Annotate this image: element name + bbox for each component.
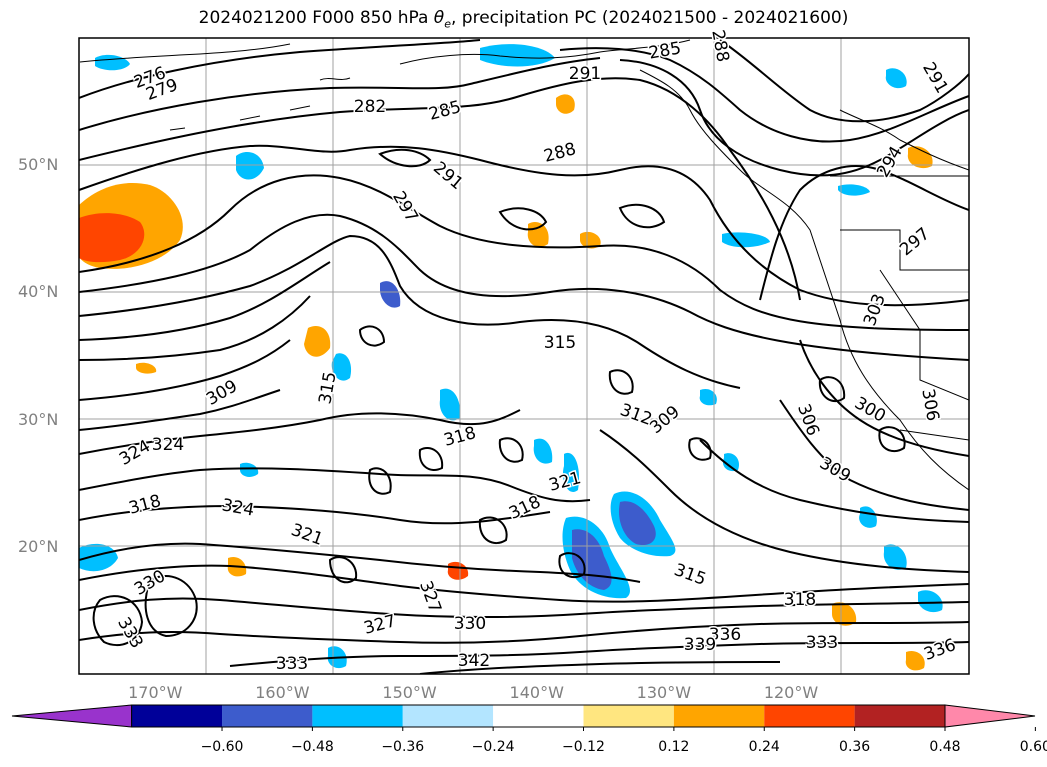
colorbar-swatch [583,705,674,727]
colorbar-tick-label: −0.60 [200,739,244,755]
title-prefix: 2024021200 F000 850 hPa [198,8,434,28]
contour-label: 339 [684,635,716,655]
longitude-label: 120°W [763,683,819,702]
colorbar-swatch [673,705,765,727]
longitude-label: 130°W [636,683,692,702]
contour-label: 342 [458,651,490,671]
longitude-label: 140°W [509,683,564,702]
colorbar-swatch [222,705,313,727]
contour-label: 333 [276,654,308,674]
contour-label: 318 [784,590,816,610]
map-layers [79,38,969,674]
contour-label: 330 [454,614,486,634]
theta-symbol: θ [433,8,445,28]
colorbar-outline [131,704,946,728]
colorbar-tick-label: 0.12 [658,739,690,755]
colorbar-tick-label: −0.12 [562,739,605,755]
colorbar-swatch [312,705,403,727]
map-background [79,38,969,674]
colorbar-tick-label: 0.24 [748,739,780,755]
longitude-label: 150°W [382,683,437,702]
title-suffix: , precipitation PC (2024021500 - 2024021… [450,8,849,28]
coastlines [79,39,969,491]
map-frame [78,37,970,675]
longitude-label: 160°W [255,683,310,702]
colorbar-tick-label: 0.48 [929,739,961,755]
map-title: 2024021200 F000 850 hPa θe, precipitatio… [0,8,1047,30]
colorbar-tick-label: 0.36 [839,739,871,755]
colorbar-swatch [402,705,494,727]
theta-subscript: e [444,17,451,31]
contour-label: 333 [806,633,838,653]
colorbar [11,704,1036,731]
latitude-label: 40°N [18,282,59,302]
colorbar-swatch [493,705,584,727]
colorbar-tick-label: −0.24 [471,739,515,755]
colorbar-swatch [854,705,945,727]
contour-label: 324 [152,435,184,455]
longitude-label: 170°W [128,683,183,702]
colorbar-extend-high [944,704,1036,728]
theta-e-contours [79,39,969,674]
colorbar-tick-label: −0.36 [381,739,425,755]
colorbar-tick-label: 0.60 [1019,739,1047,755]
contour-label: 315 [544,333,576,353]
latitude-label: 30°N [18,409,59,429]
colorbar-swatch [764,705,855,727]
colorbar-tick-label: −0.48 [290,739,334,755]
latitude-label: 20°N [18,536,59,556]
contour-label: 336 [709,625,741,645]
latitude-label: 50°N [18,155,59,175]
colorbar-swatch [131,705,223,727]
colorbar-extend-low [11,704,133,728]
contour-label: 291 [569,64,601,84]
contour-label: 282 [354,97,386,117]
